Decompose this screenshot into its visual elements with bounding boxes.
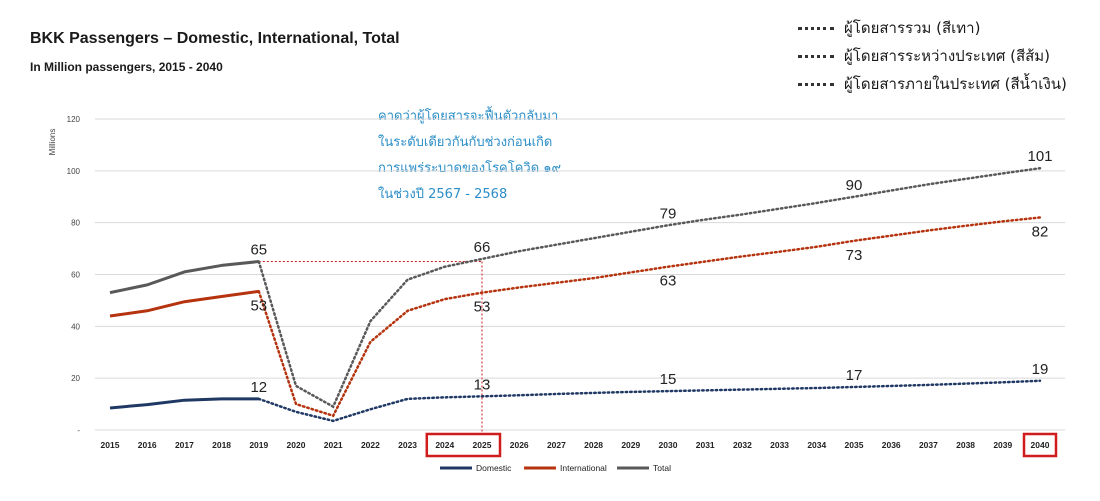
thai-legend: ผู้โดยสารรวม (สีเทา) ผู้โดยสารระหว่างประ…: [798, 14, 1067, 98]
x-tick-label: 2033: [770, 440, 789, 450]
series-line-international-forecast: [257, 216, 1042, 418]
x-tick-label: 2018: [212, 440, 231, 450]
x-tick-label: 2025: [473, 440, 492, 450]
data-label: 101: [1027, 148, 1052, 165]
data-label: 53: [250, 297, 267, 314]
x-tick-label: 2031: [696, 440, 715, 450]
series-line-total-actual: [109, 260, 259, 295]
x-tick-label: 2034: [807, 440, 826, 450]
y-tick-label: -: [77, 426, 80, 435]
data-label: 73: [846, 247, 863, 264]
x-tick-label: 2017: [175, 440, 194, 450]
data-label: 65: [250, 242, 267, 259]
x-tick-label: 2026: [510, 440, 529, 450]
x-tick-label: 2032: [733, 440, 752, 450]
x-tick-label: 2040: [1031, 440, 1050, 450]
series-line-domestic-actual: [109, 397, 259, 410]
x-tick-label: 2027: [547, 440, 566, 450]
series-line-total-forecast: [257, 166, 1042, 409]
series-line-international-actual: [109, 289, 260, 318]
series-line-domestic-forecast: [257, 379, 1042, 423]
y-axis-label: Millions: [48, 129, 57, 156]
data-label: 53: [474, 299, 491, 316]
thai-legend-item-international: ผู้โดยสารระหว่างประเทศ (สีส้ม): [798, 42, 1067, 70]
y-tick-label: 120: [67, 115, 81, 124]
y-tick-label: 40: [71, 322, 80, 331]
x-tick-label: 2039: [993, 440, 1012, 450]
legend-label-international: International: [560, 463, 607, 473]
data-label: 90: [846, 177, 863, 194]
y-tick-label: 60: [71, 271, 80, 280]
dotted-line-icon: [798, 82, 834, 86]
annotation-line: ในช่วงปี 2567 - 2568: [378, 187, 508, 202]
x-tick-label: 2016: [138, 440, 157, 450]
data-label: 82: [1032, 223, 1049, 240]
data-label: 15: [660, 371, 677, 388]
data-label: 17: [846, 367, 863, 384]
annotation-line: การแพร่ระบาดของโรคโควิด ๑๙: [378, 161, 562, 176]
annotation-line: คาดว่าผู้โดยสารจะฟื้นตัวกลับมา: [378, 109, 559, 124]
recovery-annotation: คาดว่าผู้โดยสารจะฟื้นตัวกลับมา ในระดับเด…: [378, 104, 598, 208]
thai-legend-label: ผู้โดยสารภายในประเทศ (สีน้ำเงิน): [844, 75, 1067, 93]
x-tick-label: 2023: [398, 440, 417, 450]
annotation-line: ในระดับเดียวกันกับช่วงก่อนเกิด: [378, 135, 553, 150]
data-label: 63: [660, 273, 677, 290]
legend-label-total: Total: [653, 463, 671, 473]
x-tick-label: 2038: [956, 440, 975, 450]
x-tick-label: 2037: [919, 440, 938, 450]
x-tick-label: 2035: [845, 440, 864, 450]
y-tick-label: 100: [67, 167, 81, 176]
dotted-line-icon: [798, 26, 834, 30]
thai-legend-label: ผู้โดยสารระหว่างประเทศ (สีส้ม): [844, 47, 1051, 65]
highlight-box-2024-2025: [425, 432, 502, 458]
chart-title: BKK Passengers – Domestic, International…: [30, 30, 400, 47]
thai-legend-item-total: ผู้โดยสารรวม (สีเทา): [798, 14, 1067, 42]
x-tick-label: 2022: [361, 440, 380, 450]
thai-legend-item-domestic: ผู้โดยสารภายในประเทศ (สีน้ำเงิน): [798, 70, 1067, 98]
thai-legend-label: ผู้โดยสารรวม (สีเทา): [844, 19, 981, 37]
data-label: 19: [1032, 361, 1049, 378]
legend-label-domestic: Domestic: [476, 463, 512, 473]
x-tick-label: 2024: [435, 440, 454, 450]
highlight-box-2040: [1022, 432, 1058, 458]
y-tick-label: 20: [71, 374, 80, 383]
data-label: 13: [474, 376, 491, 393]
x-tick-label: 2030: [659, 440, 678, 450]
x-tick-label: 2036: [882, 440, 901, 450]
data-label: 66: [474, 239, 491, 256]
data-label: 12: [250, 379, 267, 396]
chart-subtitle: In Million passengers, 2015 - 2040: [30, 60, 223, 74]
x-tick-label: 2029: [621, 440, 640, 450]
x-tick-label: 2019: [249, 440, 268, 450]
x-tick-label: 2021: [324, 440, 343, 450]
data-label: 79: [660, 205, 677, 222]
x-tick-label: 2028: [584, 440, 603, 450]
dotted-line-icon: [798, 54, 834, 58]
x-tick-label: 2015: [101, 440, 120, 450]
y-tick-label: 80: [71, 219, 80, 228]
x-tick-label: 2020: [287, 440, 306, 450]
